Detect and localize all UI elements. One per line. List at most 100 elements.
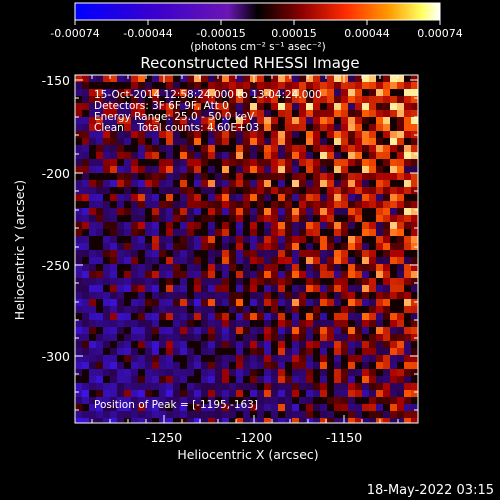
image-pixel bbox=[159, 103, 166, 110]
image-pixel bbox=[334, 327, 341, 334]
image-pixel bbox=[397, 334, 404, 341]
image-pixel bbox=[166, 292, 173, 299]
image-pixel bbox=[159, 96, 166, 103]
image-pixel bbox=[257, 229, 264, 236]
image-pixel bbox=[271, 166, 278, 173]
image-pixel bbox=[166, 285, 173, 292]
image-pixel bbox=[82, 278, 89, 285]
image-pixel bbox=[82, 285, 89, 292]
image-pixel bbox=[292, 397, 299, 404]
image-pixel bbox=[82, 299, 89, 306]
image-pixel bbox=[82, 187, 89, 194]
image-pixel bbox=[173, 152, 180, 159]
image-pixel bbox=[327, 418, 334, 423]
image-pixel bbox=[306, 117, 313, 124]
image-pixel bbox=[110, 418, 117, 423]
image-pixel bbox=[369, 306, 376, 313]
image-pixel bbox=[299, 348, 306, 355]
image-pixel bbox=[397, 82, 404, 89]
image-pixel bbox=[82, 110, 89, 117]
image-pixel bbox=[103, 334, 110, 341]
image-pixel bbox=[390, 222, 397, 229]
image-pixel bbox=[201, 89, 208, 96]
image-pixel bbox=[152, 285, 159, 292]
image-pixel bbox=[124, 124, 131, 131]
image-pixel bbox=[124, 292, 131, 299]
image-pixel bbox=[257, 264, 264, 271]
image-pixel bbox=[82, 159, 89, 166]
image-pixel bbox=[236, 103, 243, 110]
image-pixel bbox=[299, 159, 306, 166]
image-pixel bbox=[222, 166, 229, 173]
image-pixel bbox=[75, 152, 82, 159]
image-pixel bbox=[264, 145, 271, 152]
image-pixel bbox=[404, 103, 411, 110]
image-pixel bbox=[320, 222, 327, 229]
image-pixel bbox=[313, 334, 320, 341]
image-pixel bbox=[369, 152, 376, 159]
image-pixel bbox=[187, 334, 194, 341]
image-pixel bbox=[404, 96, 411, 103]
image-pixel bbox=[390, 145, 397, 152]
image-pixel bbox=[355, 306, 362, 313]
image-pixel bbox=[138, 138, 145, 145]
image-pixel bbox=[243, 138, 250, 145]
image-pixel bbox=[222, 110, 229, 117]
image-pixel bbox=[82, 194, 89, 201]
image-pixel bbox=[159, 348, 166, 355]
image-pixel bbox=[89, 187, 96, 194]
image-pixel bbox=[271, 222, 278, 229]
image-pixel bbox=[208, 152, 215, 159]
image-pixel bbox=[292, 250, 299, 257]
image-pixel bbox=[201, 75, 208, 82]
image-pixel bbox=[236, 236, 243, 243]
image-pixel bbox=[152, 208, 159, 215]
image-pixel bbox=[320, 96, 327, 103]
image-pixel bbox=[194, 222, 201, 229]
image-pixel bbox=[411, 194, 418, 201]
image-pixel bbox=[397, 250, 404, 257]
image-pixel bbox=[404, 89, 411, 96]
image-pixel bbox=[404, 124, 411, 131]
image-pixel bbox=[362, 313, 369, 320]
image-pixel bbox=[264, 369, 271, 376]
image-pixel bbox=[117, 299, 124, 306]
image-pixel bbox=[166, 390, 173, 397]
image-pixel bbox=[166, 187, 173, 194]
image-pixel bbox=[75, 411, 82, 418]
image-pixel bbox=[117, 194, 124, 201]
image-pixel bbox=[110, 327, 117, 334]
image-pixel bbox=[257, 180, 264, 187]
image-pixel bbox=[411, 117, 418, 124]
image-pixel bbox=[376, 341, 383, 348]
image-pixel bbox=[110, 250, 117, 257]
image-pixel bbox=[257, 257, 264, 264]
image-pixel bbox=[278, 257, 285, 264]
image-pixel bbox=[236, 152, 243, 159]
image-pixel bbox=[103, 285, 110, 292]
image-pixel bbox=[257, 138, 264, 145]
image-pixel bbox=[75, 383, 82, 390]
image-pixel bbox=[103, 306, 110, 313]
image-pixel bbox=[320, 243, 327, 250]
image-pixel bbox=[229, 75, 236, 82]
image-pixel bbox=[334, 306, 341, 313]
image-pixel bbox=[131, 411, 138, 418]
image-pixel bbox=[166, 131, 173, 138]
image-pixel bbox=[89, 208, 96, 215]
image-pixel bbox=[222, 187, 229, 194]
colorbar-gradient bbox=[74, 2, 441, 21]
image-pixel bbox=[124, 236, 131, 243]
image-pixel bbox=[278, 306, 285, 313]
image-pixel bbox=[383, 208, 390, 215]
image-pixel bbox=[348, 383, 355, 390]
image-pixel bbox=[201, 236, 208, 243]
image-pixel bbox=[369, 110, 376, 117]
image-pixel bbox=[236, 208, 243, 215]
image-pixel bbox=[264, 271, 271, 278]
image-pixel bbox=[383, 236, 390, 243]
image-pixel bbox=[194, 313, 201, 320]
image-pixel bbox=[397, 159, 404, 166]
image-pixel bbox=[257, 187, 264, 194]
image-pixel bbox=[82, 117, 89, 124]
